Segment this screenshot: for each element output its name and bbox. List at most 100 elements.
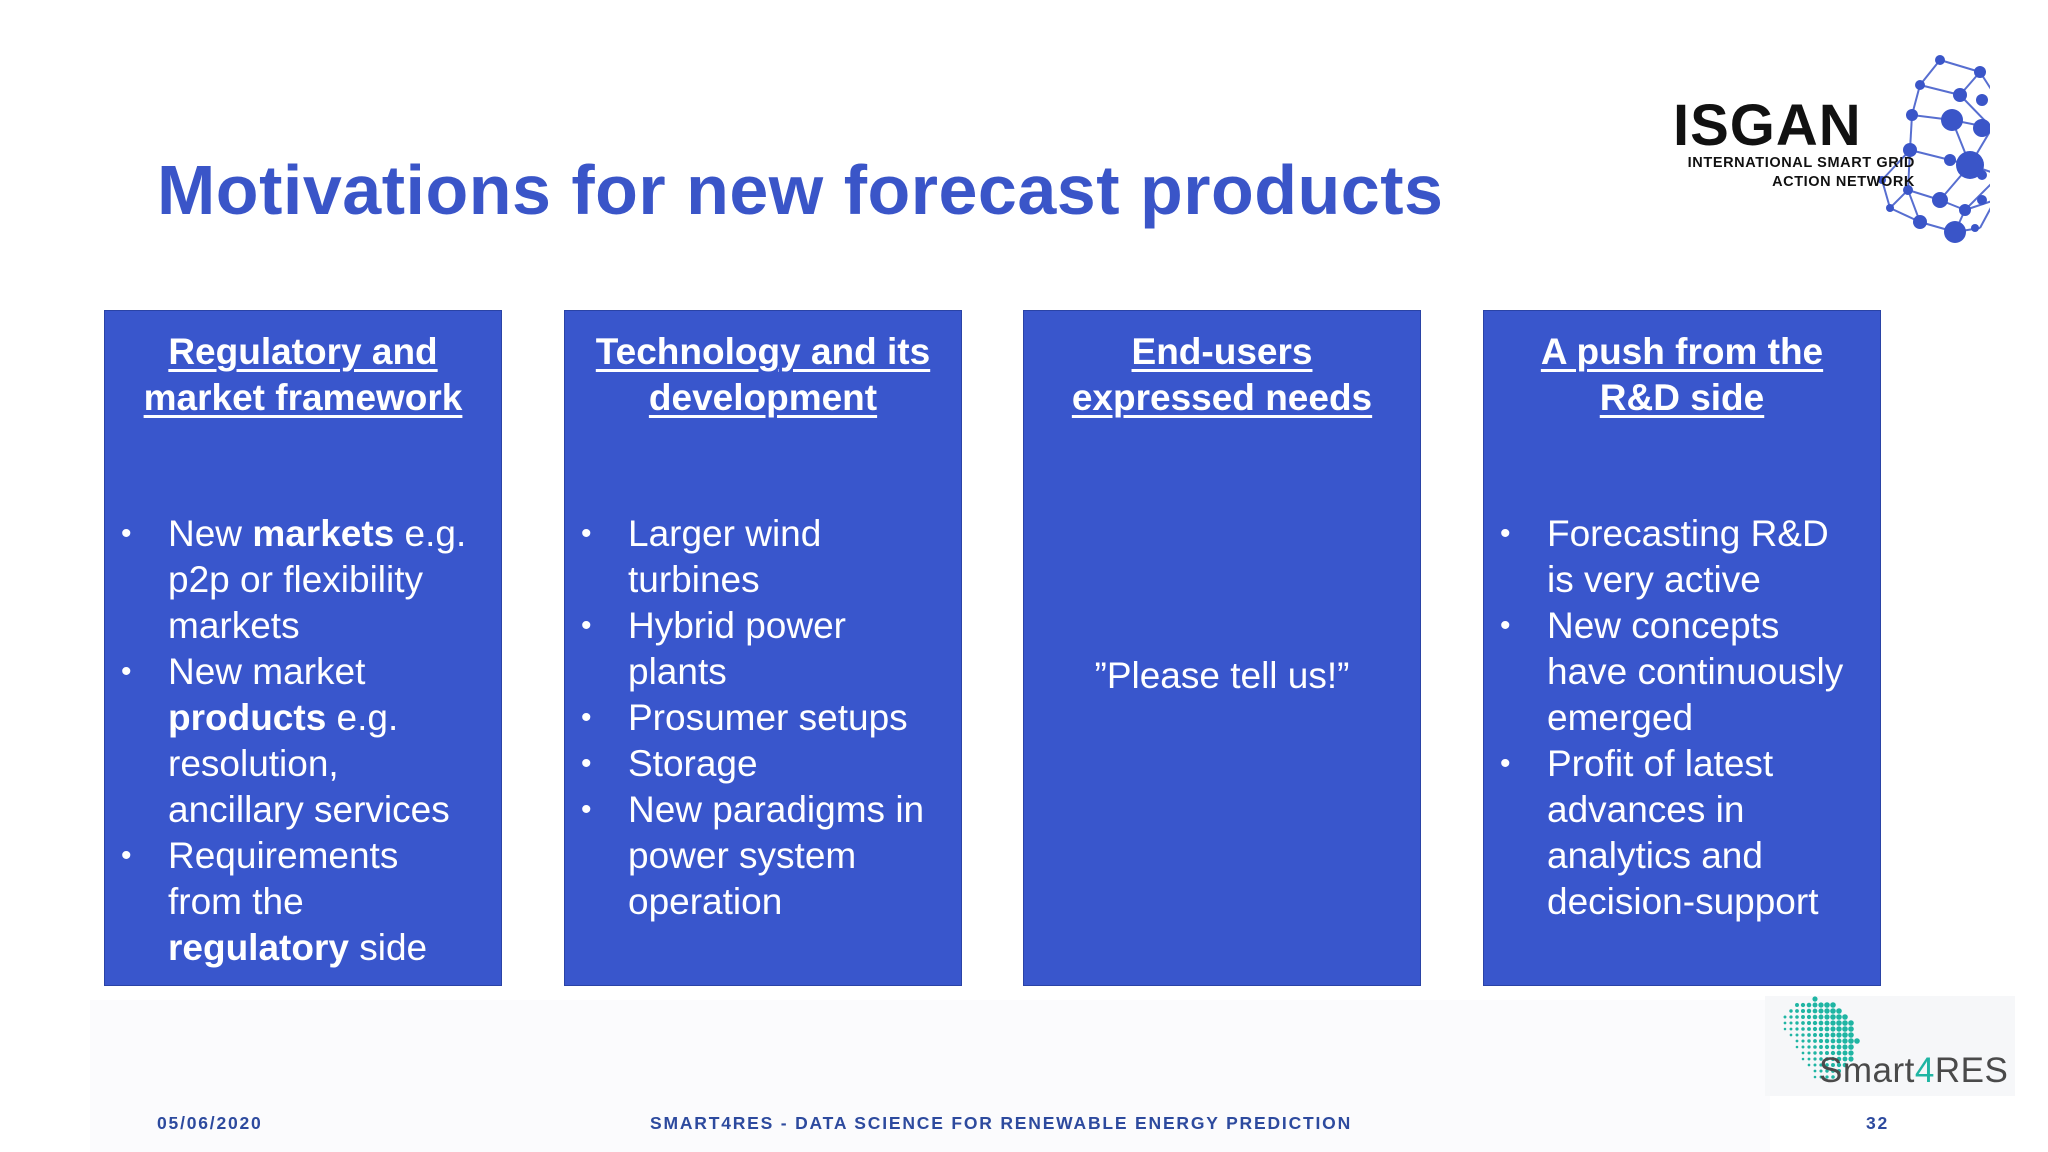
globe-dot (1813, 1069, 1817, 1073)
globe-dot (1789, 1009, 1793, 1013)
globe-dot (1812, 1026, 1818, 1032)
globe-dot (1812, 1020, 1818, 1026)
globe-dot (1806, 1020, 1812, 1026)
isgan-tagline-line2: ACTION NETWORK (1772, 174, 1915, 190)
globe-dot (1842, 1056, 1848, 1062)
box-rnd: A push from the R&D side Forecasting R&D… (1483, 310, 1881, 986)
box-heading-line1: End-users (1131, 331, 1313, 372)
bullet-line: have continuously (1547, 651, 1844, 692)
globe-dot (1789, 1021, 1793, 1025)
bullet-line: New markets e.g. (168, 513, 467, 554)
footer-date: 05/06/2020 (157, 1113, 263, 1133)
bullet-line: decision-support (1547, 881, 1819, 922)
footer-band (90, 1000, 1770, 1152)
globe-dot (1824, 1014, 1830, 1020)
globe-dot (1812, 1002, 1818, 1008)
globe-dot (1842, 1050, 1848, 1056)
globe-dot (1795, 1015, 1799, 1019)
globe-dot (1842, 1020, 1848, 1026)
globe-dot (1830, 1044, 1836, 1050)
globe-dot (1800, 1008, 1806, 1014)
globe-dot (1801, 1033, 1805, 1037)
globe-dot (1824, 1050, 1830, 1056)
list-item: Requirements from the regulatory side (105, 833, 501, 971)
globe-dot (1824, 1032, 1830, 1038)
globe-dot (1812, 996, 1818, 1002)
globe-dot (1825, 1063, 1829, 1067)
bullet-line: from the (168, 881, 304, 922)
globe-dot (1795, 1045, 1799, 1049)
globe-dot (1836, 1014, 1842, 1020)
list-item: Prosumer setups (565, 695, 961, 741)
bullet-line: New paradigms in (628, 789, 925, 830)
box-heading-line2: expressed needs (1071, 377, 1373, 418)
globe-dot (1836, 1032, 1842, 1038)
globe-dot (1842, 1014, 1848, 1020)
globe-dot (1807, 1051, 1811, 1055)
globe-dot (1813, 1057, 1817, 1061)
globe-dot (1819, 1063, 1823, 1067)
globe-dot (1801, 1015, 1805, 1019)
globe-dot (1842, 1044, 1848, 1050)
bullet-line: Hybrid power (628, 605, 846, 646)
globe-dot (1806, 1008, 1812, 1014)
isgan-wordmark: ISGAN (1673, 93, 1862, 158)
globe-dot (1801, 1021, 1805, 1025)
globe-dot (1795, 1003, 1799, 1007)
bullet-list: Forecasting R&D is very active New conce… (1484, 511, 1880, 925)
box-heading-line1: A push from the (1540, 331, 1824, 372)
globe-dot (1819, 1045, 1823, 1049)
globe-dot (1830, 1056, 1836, 1062)
globe-dot (1848, 1020, 1854, 1026)
emphasis-text: markets (252, 513, 395, 554)
box-heading: Technology and its development (565, 329, 961, 421)
globe-dot (1813, 1033, 1817, 1037)
globe-dot (1807, 1063, 1811, 1067)
globe-dot (1812, 1014, 1818, 1020)
globe-dot (1825, 1075, 1829, 1079)
globe-dot (1842, 1032, 1848, 1038)
list-item: New concepts have continuously emerged (1484, 603, 1880, 741)
globe-dot (1848, 1044, 1854, 1050)
globe-dot (1800, 1002, 1806, 1008)
globe-dot (1831, 1075, 1835, 1079)
globe-dot (1830, 1032, 1836, 1038)
list-item: New markets e.g. p2p or flexibility mark… (105, 511, 501, 649)
globe-dot (1818, 1002, 1824, 1008)
globe-dot (1813, 1075, 1817, 1079)
globe-dot (1795, 1009, 1799, 1013)
globe-dot (1813, 1051, 1817, 1055)
box-end-users: End-users expressed needs ”Please tell u… (1023, 310, 1421, 986)
globe-dot (1830, 1038, 1836, 1044)
globe-dot (1813, 1045, 1817, 1049)
list-item: Hybrid power plants (565, 603, 961, 695)
globe-dot (1801, 1057, 1805, 1061)
bullet-line: turbines (628, 559, 760, 600)
bullet-line: Profit of latest (1547, 743, 1774, 784)
globe-dot (1831, 1069, 1835, 1073)
globe-dot (1842, 1062, 1848, 1068)
isgan-logo: ISGAN INTERNATIONAL SMART GRID ACTION NE… (1620, 50, 1990, 250)
list-item: Profit of latest advances in analytics a… (1484, 741, 1880, 925)
smart4res-wordmark: Smart4RES (1819, 1051, 2009, 1090)
globe-dot (1819, 1057, 1823, 1061)
bullet-line: regulatory side (168, 927, 428, 968)
box-heading-line2: market framework (143, 377, 463, 418)
globe-dot (1848, 1050, 1854, 1056)
globe-dot (1824, 1038, 1830, 1044)
box-heading: Regulatory and market framework (105, 329, 501, 421)
globe-dot (1818, 1026, 1824, 1032)
globe-dot (1842, 1026, 1848, 1032)
globe-dot (1783, 1015, 1787, 1019)
globe-dot (1813, 1039, 1817, 1043)
globe-dot (1836, 1056, 1842, 1062)
smart4res-logo: Smart4RES (1765, 996, 2015, 1096)
isgan-tagline: INTERNATIONAL SMART GRID ACTION NETWORK (1629, 154, 1915, 192)
footer-title: SMART4RES - DATA SCIENCE FOR RENEWABLE E… (650, 1113, 1353, 1133)
bullet-line: New market (168, 651, 366, 692)
globe-dot (1819, 1075, 1823, 1079)
globe-dot (1824, 1026, 1830, 1032)
bullet-list: Larger wind turbines Hybrid power plants… (565, 511, 961, 925)
globe-dot (1789, 1015, 1793, 1019)
isgan-tagline-line1: INTERNATIONAL SMART GRID (1687, 155, 1915, 171)
